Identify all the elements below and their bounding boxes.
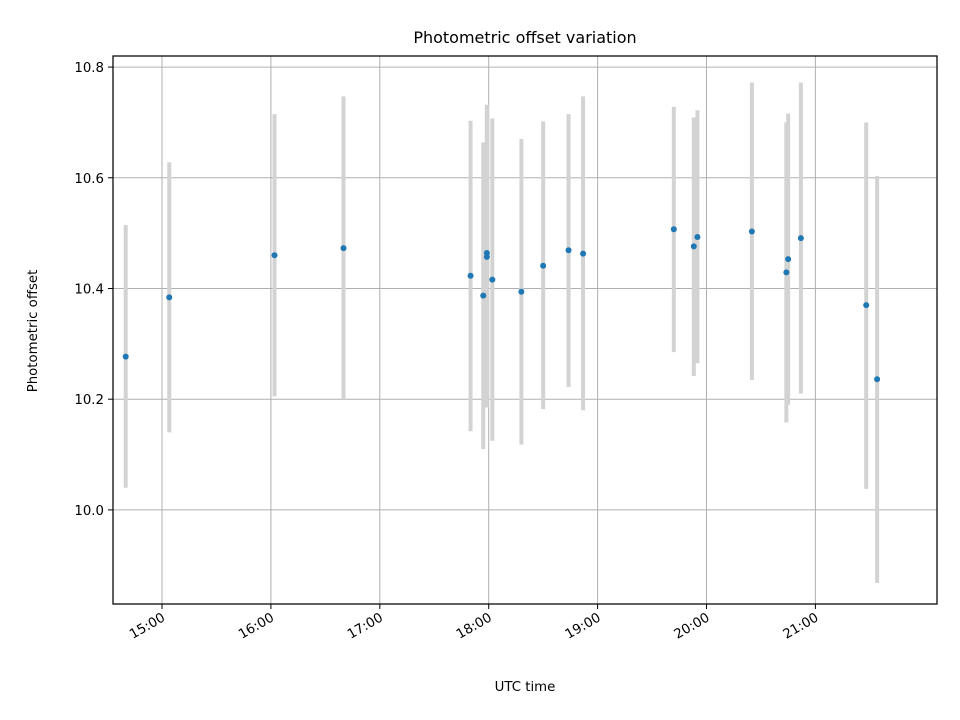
data-point <box>797 235 804 242</box>
x-tick-label: 19:00 <box>563 610 604 642</box>
data-point <box>565 247 572 254</box>
x-axis-ticks: 15:00 16:00 17:00 18:00 19:00 20:00 21:00 <box>127 604 821 643</box>
data-point <box>863 302 870 309</box>
data-point <box>340 245 347 252</box>
data-point <box>489 276 496 283</box>
data-point <box>540 262 547 269</box>
y-tick-label: 10.4 <box>74 282 104 297</box>
data-point <box>467 272 474 279</box>
data-point <box>483 253 490 260</box>
y-tick-label: 10.6 <box>74 172 104 187</box>
data-point <box>874 376 881 383</box>
y-tick-label: 10.8 <box>74 61 104 76</box>
x-tick-label: 21:00 <box>781 610 822 642</box>
x-axis-label: UTC time <box>495 680 556 695</box>
x-tick-label: 20:00 <box>672 610 713 642</box>
x-tick-label: 18:00 <box>454 610 495 642</box>
chart-title: Photometric offset variation <box>413 28 636 47</box>
x-tick-label: 17:00 <box>345 610 386 642</box>
data-point <box>783 269 790 276</box>
data-point <box>271 252 278 259</box>
data-point <box>670 226 677 233</box>
data-point <box>690 243 697 250</box>
data-point <box>694 234 701 241</box>
data-point <box>518 288 525 295</box>
data-point <box>580 250 587 257</box>
x-tick-label: 16:00 <box>236 610 277 642</box>
data-point <box>122 353 129 360</box>
y-tick-label: 10.2 <box>74 393 104 408</box>
data-points <box>122 226 881 383</box>
grid-lines <box>113 56 937 604</box>
y-axis-ticks: 10.0 10.2 10.4 10.6 10.8 <box>74 61 113 519</box>
y-tick-label: 10.0 <box>74 504 104 519</box>
data-point <box>166 294 173 301</box>
y-axis-label: Photometric offset <box>26 270 41 393</box>
data-point <box>785 256 792 263</box>
plot-frame <box>112 55 938 605</box>
data-point <box>748 228 755 235</box>
error-bars <box>123 82 880 583</box>
x-tick-label: 15:00 <box>127 610 168 642</box>
data-point <box>480 292 487 299</box>
